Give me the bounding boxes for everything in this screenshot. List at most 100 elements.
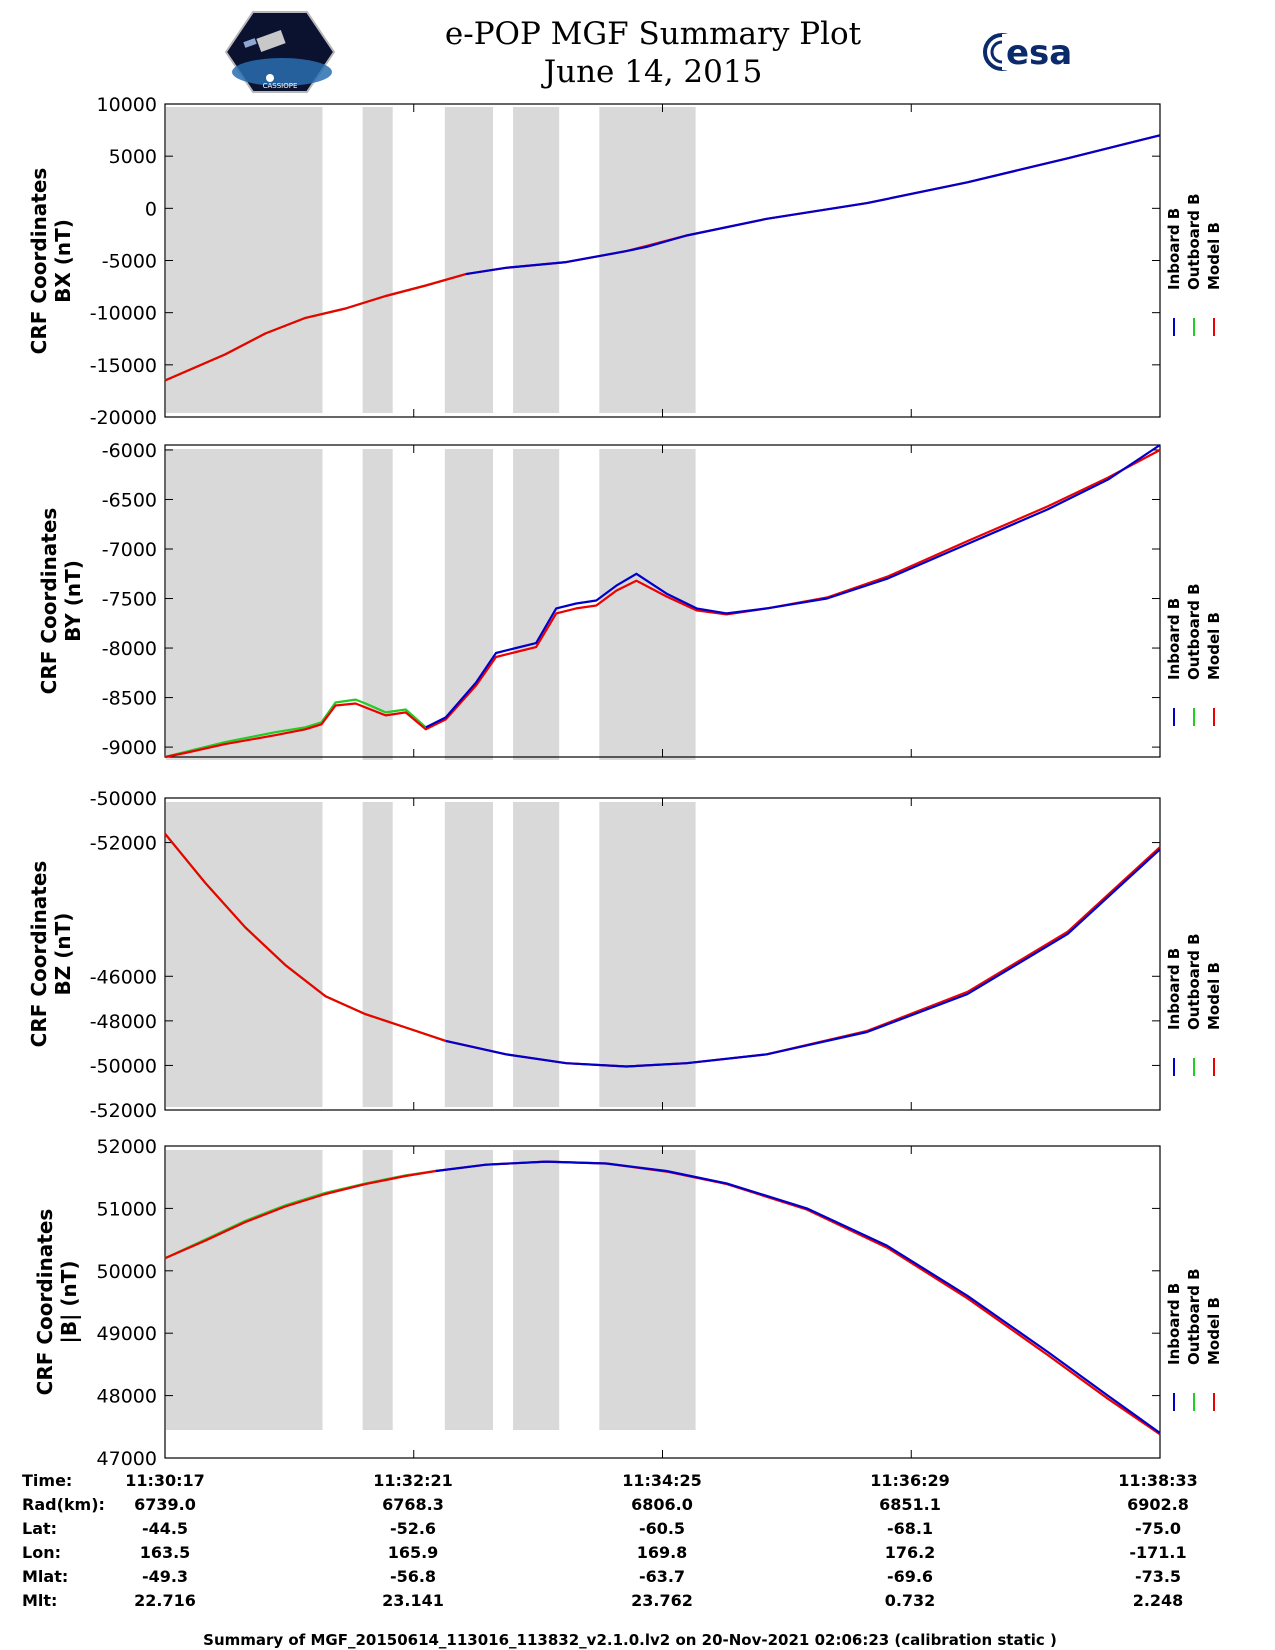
info-cell-4-3: -171.1: [1129, 1543, 1186, 1562]
bmag-gap-shading: [166, 1150, 696, 1430]
bz-ytick-label-3: -48000: [90, 1011, 157, 1033]
bmag-gap-shade-4: [599, 1150, 696, 1430]
by-series-inboard: [425, 444, 1161, 729]
bz-legend-label-inboard: Inboard B: [1165, 948, 1183, 1030]
bx-series-inboard: [465, 134, 1161, 276]
bx-y-ticks: 10000 5000 0 -5000 -10000 -15000 -20000: [90, 94, 1160, 429]
bmag-ytick-label-0: 52000: [97, 1136, 157, 1158]
bmag-legend-label-outboard: Outboard B: [1185, 1268, 1203, 1365]
bx-series-lines: [164, 134, 1161, 382]
bx-legend-label-model: Model B: [1205, 222, 1223, 290]
bmag-ytick-label-1: 51000: [97, 1198, 157, 1220]
bz-ytick-label-4: -50000: [90, 1055, 157, 1077]
info-row-label-3: Lon:: [22, 1543, 61, 1562]
info-cell-3-2: -68.1: [887, 1519, 933, 1538]
bx-ylabel-line1: CRF Coordinates: [27, 168, 51, 355]
info-cell-2-3: 169.8: [637, 1543, 688, 1562]
bmag-legend-label-inboard: Inboard B: [1165, 1283, 1183, 1365]
page-title: e-POP MGF Summary Plot: [445, 16, 862, 52]
bx-gap-shade-1: [362, 107, 393, 413]
esa-logo: esa: [983, 33, 1072, 73]
by-panel: -6000 -6500 -7000 -7500 -8000 -8500 -9000 CRF …: [37, 440, 1223, 760]
bmag-ytick-label-3: 49000: [97, 1323, 157, 1345]
bx-legend-label-inboard: Inboard B: [1165, 208, 1183, 290]
info-cell-3-3: 176.2: [885, 1543, 936, 1562]
by-legend-label-model: Model B: [1205, 612, 1223, 680]
bz-legend: Inboard B Outboard B Model B: [1165, 933, 1223, 1076]
bx-gap-shading: [166, 107, 696, 413]
bz-gap-shade-0: [166, 802, 323, 1107]
bx-ytick-label-5: -15000: [90, 355, 157, 377]
info-cell-1-4: -56.8: [390, 1567, 436, 1586]
info-cell-4-2: -75.0: [1135, 1519, 1181, 1538]
bmag-gap-shade-2: [444, 1150, 493, 1430]
info-cell-4-4: -73.5: [1135, 1567, 1181, 1586]
cassiope-logo-text: CASSIOPE: [263, 82, 298, 90]
bmag-gap-shade-0: [166, 1150, 323, 1430]
bz-ytick-label-5: -52000: [90, 1100, 157, 1122]
by-gap-shade-0: [166, 449, 323, 760]
bx-ytick-label-2: 0: [145, 198, 157, 220]
info-row-label-5: Mlt:: [22, 1591, 57, 1610]
bz-gap-shade-1: [362, 802, 393, 1107]
by-x-ticks: [164, 445, 1161, 757]
bmag-legend: Inboard B Outboard B Model B: [1165, 1268, 1223, 1411]
by-ytick-label-0: -6000: [102, 440, 157, 462]
info-cell-0-1: 6739.0: [134, 1495, 196, 1514]
info-cell-2-5: 23.762: [631, 1591, 693, 1610]
bz-ylabel-line1: CRF Coordinates: [27, 861, 51, 1048]
bx-legend-label-outboard: Outboard B: [1185, 193, 1203, 290]
by-ylabel-line2: BY (nT): [61, 560, 85, 642]
info-row-label-1: Rad(km):: [22, 1495, 105, 1514]
by-y-ticks: -6000 -6500 -7000 -7500 -8000 -8500 -9000: [102, 440, 1160, 759]
bz-panel: -50000 -52000 -46000 -48000 -50000 -52000 CRF…: [27, 788, 1223, 1122]
by-series-lines: [164, 444, 1161, 759]
bmag-ytick-label-4: 48000: [97, 1386, 157, 1408]
bz-ytick-label-2: -46000: [90, 966, 157, 988]
bx-ytick-label-3: -5000: [102, 251, 157, 273]
info-row-label-2: Lat:: [22, 1519, 57, 1538]
by-ytick-label-1: -6500: [102, 489, 157, 511]
info-cell-2-0: 11:34:25: [622, 1471, 702, 1490]
bz-legend-label-model: Model B: [1205, 962, 1223, 1030]
bx-gap-shade-2: [444, 107, 493, 413]
info-cell-1-3: 165.9: [388, 1543, 439, 1562]
by-ytick-label-3: -7500: [102, 589, 157, 611]
by-legend-label-inboard: Inboard B: [1165, 598, 1183, 680]
info-cell-2-1: 6806.0: [631, 1495, 693, 1514]
by-series-outboard: [164, 698, 427, 759]
cassiope-mission-logo: CASSIOPE: [224, 11, 336, 93]
bmag-series-inboard: [435, 1160, 1161, 1434]
bmag-ylabel-line1: CRF Coordinates: [33, 1209, 57, 1396]
orbit-info-table: Time: Rad(km): Lat: Lon: Mlat: Mlt: 11:30:17 67…: [22, 1471, 1198, 1610]
bmag-ytick-label-5: 47000: [97, 1448, 157, 1470]
info-cell-3-1: 6851.1: [879, 1495, 941, 1514]
info-cell-0-4: -49.3: [142, 1567, 188, 1586]
bmag-gap-shade-3: [513, 1150, 560, 1430]
bz-ytick-label-1: -52000: [90, 833, 157, 855]
bx-panel: 10000 5000 0 -5000 -10000 -15000 -20000 CRF Co…: [27, 94, 1223, 429]
bmag-gap-shade-1: [362, 1150, 393, 1430]
bmag-series-lines: [164, 1160, 1161, 1436]
bz-ylabel-line2: BZ (nT): [51, 913, 75, 996]
bx-ylabel-line2: BX (nT): [51, 219, 75, 303]
by-legend-label-outboard: Outboard B: [1185, 583, 1203, 680]
bmag-y-ticks: 52000 51000 50000 49000 48000 47000: [97, 1136, 1160, 1470]
bx-ytick-label-6: -20000: [90, 407, 157, 429]
esa-logo-text: esa: [1006, 33, 1072, 73]
info-cell-4-0: 11:38:33: [1118, 1471, 1198, 1490]
header: CASSIOPE e-POP MGF Summary Plot June 14,…: [224, 11, 1072, 93]
by-legend: Inboard B Outboard B Model B: [1165, 583, 1223, 726]
info-cell-1-2: -52.6: [390, 1519, 436, 1538]
bmag-ylabel-line2: |B| (nT): [57, 1261, 81, 1344]
bx-ytick-label-4: -10000: [90, 303, 157, 325]
bmag-legend-label-model: Model B: [1205, 1297, 1223, 1365]
info-cell-2-2: -60.5: [639, 1519, 685, 1538]
info-cell-4-1: 6902.8: [1127, 1495, 1189, 1514]
info-cell-0-5: 22.716: [134, 1591, 196, 1610]
info-cell-3-0: 11:36:29: [870, 1471, 950, 1490]
bz-legend-label-outboard: Outboard B: [1185, 933, 1203, 1030]
info-row-label-4: Mlat:: [22, 1567, 68, 1586]
bx-ytick-label-1: 5000: [109, 146, 157, 168]
